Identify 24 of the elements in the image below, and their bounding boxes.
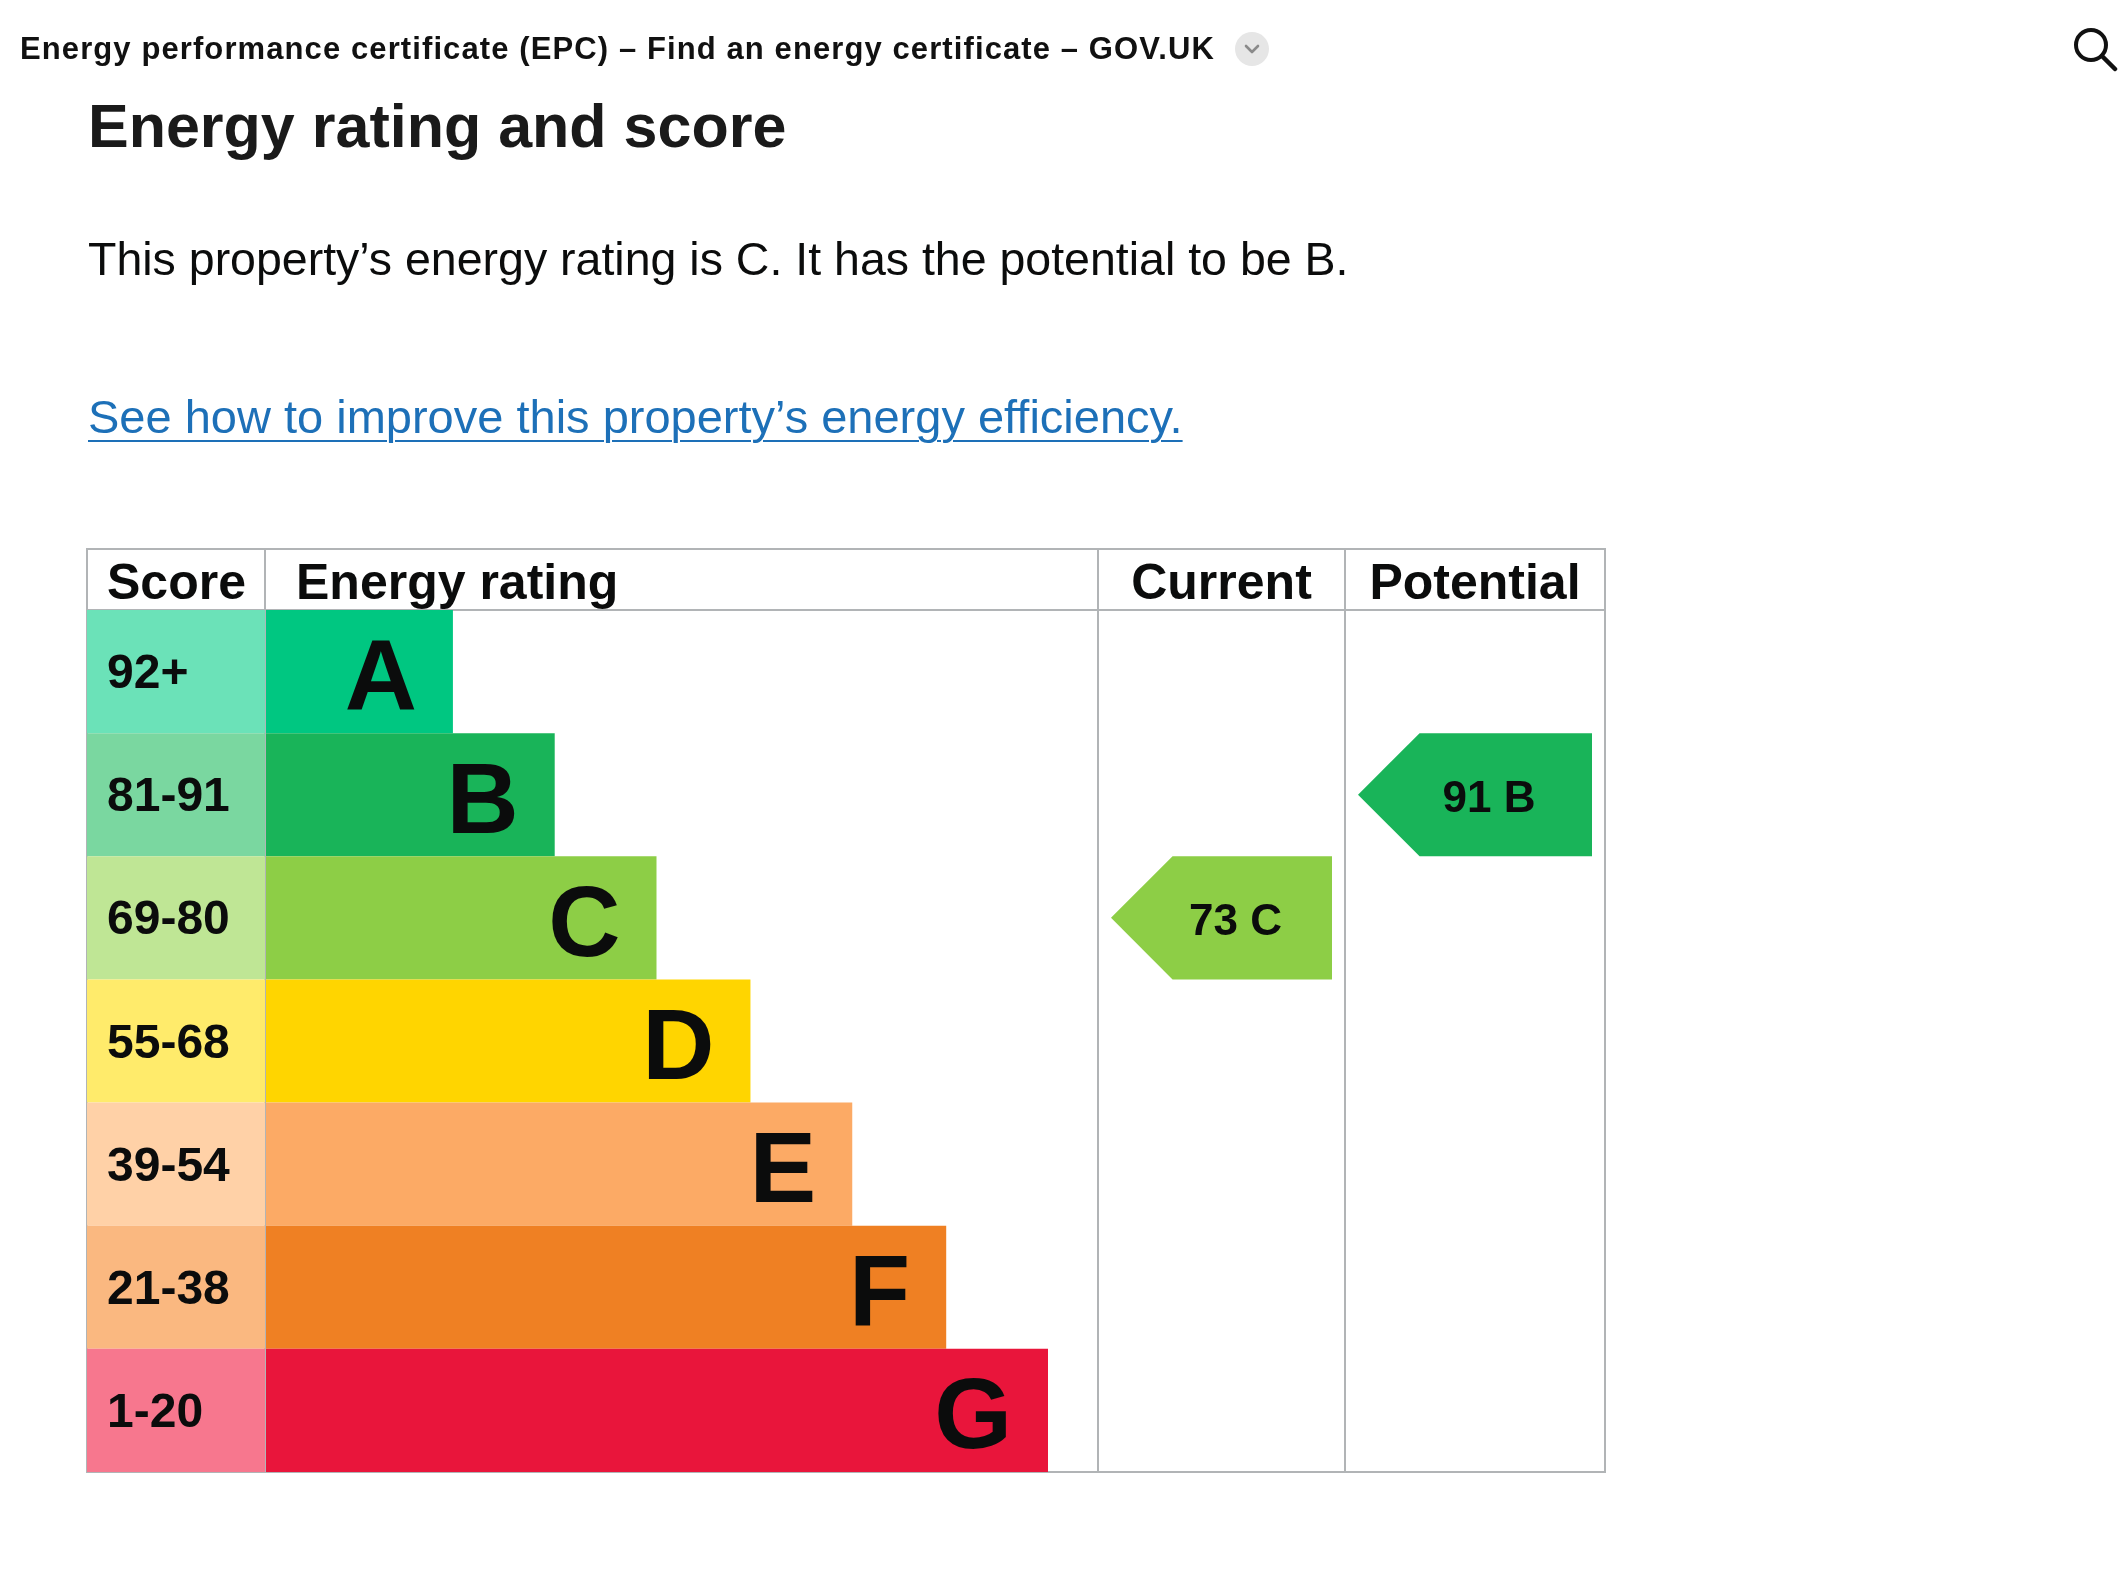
chart-subtitle: This property’s energy rating is C. It has the potential to be B. (88, 232, 1349, 287)
chart-title: Energy rating and score (88, 91, 787, 162)
annotation: F (849, 1234, 911, 1347)
text: 91 B (1442, 772, 1536, 822)
annotation: D (642, 988, 715, 1100)
text: Potential (1369, 553, 1581, 610)
y-axis-title: Score (107, 553, 246, 610)
y-tick-label: 1-20 (107, 1383, 204, 1437)
x-axis-title: Energy rating (296, 553, 619, 610)
y-tick-label: 39-54 (107, 1137, 231, 1191)
y-tick-label: 69-80 (107, 891, 230, 945)
y-tick-label: 92+ (107, 645, 189, 699)
y-tick-label: 21-38 (107, 1260, 230, 1314)
y-tick-label: 81-91 (107, 768, 230, 822)
annotation: E (749, 1111, 817, 1224)
text: 73 C (1189, 895, 1282, 945)
y-tick-label: 55-68 (107, 1014, 230, 1068)
annotation: A (344, 618, 417, 731)
text: Current (1131, 553, 1313, 610)
text: Energy performance certificate (EPC) – Find an energy certificate – GOV.UK (20, 30, 1215, 68)
annotation: C (548, 864, 621, 977)
annotation: G (934, 1357, 1012, 1470)
text: See how to improve this property’s energy efficiency. (88, 389, 1183, 445)
annotation: B (446, 741, 519, 854)
